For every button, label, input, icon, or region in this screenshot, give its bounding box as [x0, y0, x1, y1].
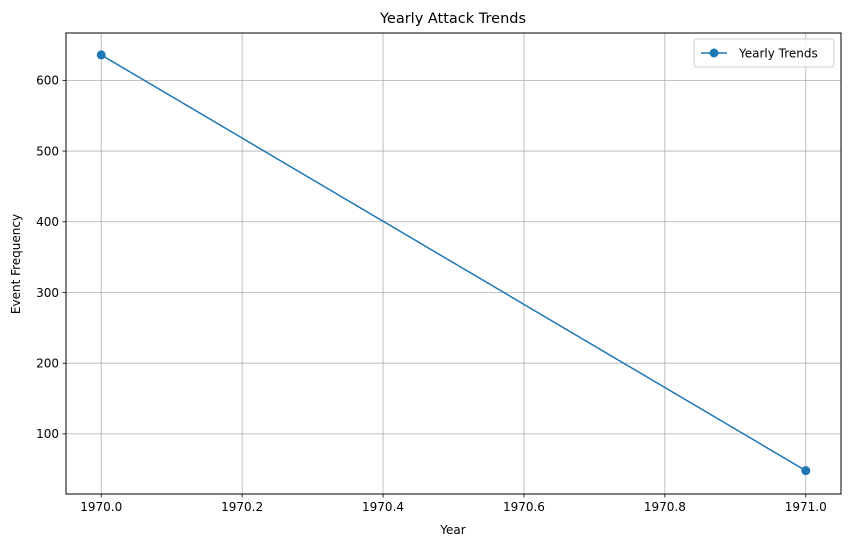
y-tick-label: 500: [36, 144, 59, 158]
data-point: [96, 50, 106, 60]
y-tick-label: 200: [36, 356, 59, 370]
x-axis-label: Year: [439, 523, 465, 537]
data-point: [801, 466, 811, 476]
x-tick-label: 1970.6: [503, 500, 545, 514]
legend-entry-label: Yearly Trends: [738, 47, 818, 61]
x-tick-label: 1970.2: [221, 500, 263, 514]
y-tick-label: 600: [36, 74, 59, 88]
chart-title: Yearly Attack Trends: [379, 11, 526, 27]
y-tick-label: 300: [36, 286, 59, 300]
legend-frame: [693, 38, 835, 68]
y-axis-ticks: 100 200 300 400 500 600: [36, 74, 66, 441]
plot-frame: [65, 32, 842, 495]
y-tick-label: 400: [36, 215, 59, 229]
series-line: [100, 54, 807, 472]
y-tick-label: 100: [36, 427, 59, 441]
x-tick-label: 1970.4: [362, 500, 404, 514]
legend: Yearly Trends: [693, 38, 835, 68]
x-tick-label: 1970.0: [80, 500, 122, 514]
y-axis-label: Event Frequency: [9, 214, 23, 314]
x-tick-label: 1971.0: [785, 500, 827, 514]
x-tick-label: 1970.8: [644, 500, 686, 514]
x-axis-ticks: 1970.0 1970.2 1970.4 1970.6 1970.8 1971.0: [80, 494, 827, 514]
series-layer: [96, 50, 811, 476]
legend-marker-sample: [709, 48, 719, 58]
grid-layer: [66, 33, 841, 494]
